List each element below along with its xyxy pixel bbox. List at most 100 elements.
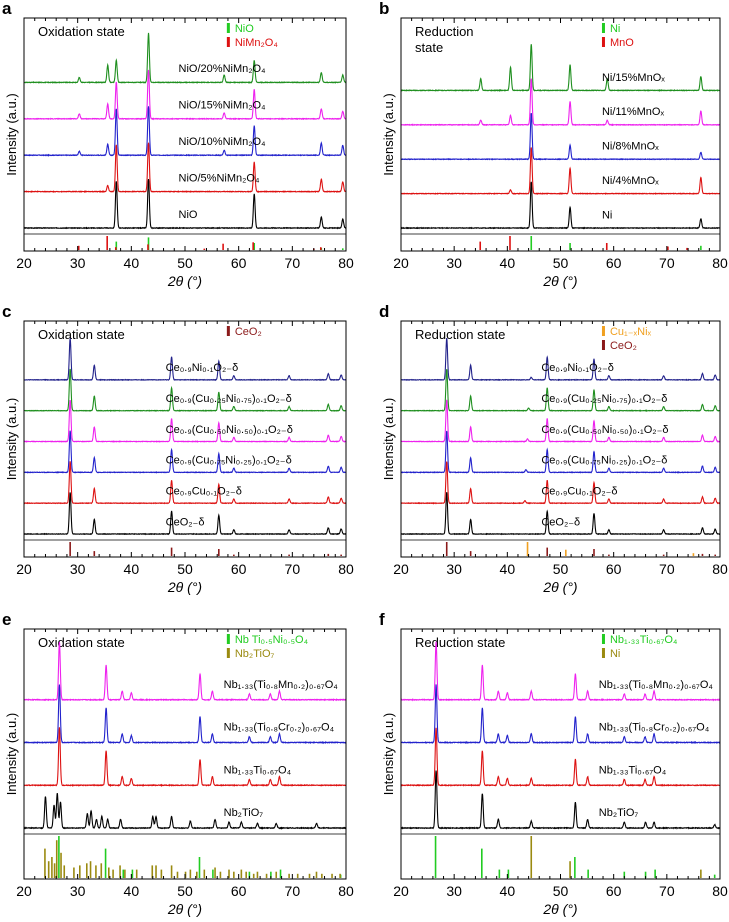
series-label: Ni/15%MnOₓ <box>602 72 665 84</box>
series-line <box>23 492 347 536</box>
x-tick-label: 40 <box>124 883 140 899</box>
x-tick-label: 40 <box>124 561 140 577</box>
x-tick-label: 50 <box>177 255 193 271</box>
legend-swatch <box>601 340 605 350</box>
x-tick-label: 40 <box>124 255 140 271</box>
series-line <box>400 461 721 505</box>
chart-title: Reduction <box>415 24 474 39</box>
series-line <box>400 770 721 830</box>
series-line <box>400 147 721 195</box>
series-label: NiO/5%NiMn₂O₄ <box>179 172 260 184</box>
panel-label: d <box>379 302 389 321</box>
legend-swatch <box>226 648 230 658</box>
x-axis-label: 2θ (°) <box>167 579 202 595</box>
series-label: NiO/20%NiMn₂O₄ <box>179 63 267 75</box>
series-line <box>23 430 347 474</box>
x-tick-label: 60 <box>606 561 622 577</box>
series-label: CeO₂₋δ <box>166 516 205 528</box>
x-tick-label: 80 <box>712 883 728 899</box>
x-tick-label: 30 <box>70 255 86 271</box>
panel-label: e <box>2 610 11 629</box>
series-line <box>400 44 721 92</box>
x-tick-label: 30 <box>446 255 462 271</box>
legend-swatch <box>226 37 230 47</box>
series-line <box>400 112 721 161</box>
series-line <box>400 492 721 536</box>
legend-swatch <box>601 326 605 336</box>
panel-c: c Oxidation state CeO₂ CeO₂₋δ Ce₀.₉Cu₀.₁O₂₋δ… <box>2 302 354 595</box>
series-line <box>23 69 347 121</box>
legend-entry: NiMn₂O₄ <box>235 37 278 49</box>
x-tick-label: 70 <box>285 255 301 271</box>
x-axis-label: 2θ (°) <box>167 273 202 289</box>
series-line <box>23 368 347 412</box>
series-label: Ce₀.₉Cu₀.₁O₂₋δ <box>541 486 617 498</box>
y-axis-label: Intensity (a.u.) <box>4 713 19 795</box>
legend-entry: Cu₁₋ₓNiₓ <box>610 326 652 338</box>
panel-d: d Reduction state Cu₁₋ₓNiₓ CeO₂ CeO₂₋δ Ce₀.₉C… <box>379 302 728 595</box>
series-line <box>23 178 347 230</box>
series-label: Ni/8%MnOₓ <box>602 141 659 153</box>
x-tick-label: 20 <box>16 561 32 577</box>
x-tick-label: 20 <box>16 883 32 899</box>
series-label: Nb₁.₃₃(Ti₀.₈Cr₀.₂)₀.₆₇O₄ <box>224 722 335 734</box>
series-label: NiO/15%NiMn₂O₄ <box>179 100 267 112</box>
x-tick-label: 20 <box>393 255 409 271</box>
x-tick-label: 80 <box>712 255 728 271</box>
series-line <box>23 641 347 702</box>
series-line <box>23 142 347 194</box>
panel-label: f <box>379 610 385 629</box>
series-label: NiO/10%NiMn₂O₄ <box>179 136 267 148</box>
legend-swatch <box>601 37 605 47</box>
x-axis-label: 2θ (°) <box>542 579 577 595</box>
series-line <box>400 684 721 745</box>
series-line <box>400 399 721 443</box>
panel-f: f Reduction state Nb₁.₃₃Ti₀.₆₇O₄ Ni Nb₂TiO₇ N… <box>379 610 728 917</box>
series-label: Nb₁.₃₃Ti₀.₆₇O₄ <box>599 764 667 776</box>
series-label: Ce₀.₉Cu₀.₁O₂₋δ <box>166 486 242 498</box>
x-tick-label: 30 <box>70 561 86 577</box>
series-label: Ce₀.₉Ni₀.₁O₂₋δ <box>541 362 614 374</box>
series-label: NiO <box>179 209 198 221</box>
series-label: Ce₀.₉(Cu₀.₂₅Ni₀.₇₅)₀.₁O₂₋δ <box>166 393 292 405</box>
legend-swatch <box>226 326 230 336</box>
x-tick-label: 30 <box>446 561 462 577</box>
legend-swatch <box>226 23 230 33</box>
panel-label: a <box>2 0 12 18</box>
x-tick-label: 80 <box>712 561 728 577</box>
series-line <box>400 78 721 127</box>
series-label: Ce₀.₉Ni₀.₁O₂₋δ <box>166 362 239 374</box>
x-tick-label: 20 <box>16 255 32 271</box>
series-label: Nb₁.₃₃Ti₀.₆₇O₄ <box>224 764 292 776</box>
x-tick-label: 20 <box>393 883 409 899</box>
x-tick-label: 50 <box>553 883 569 899</box>
legend-entry: MnO <box>610 37 634 49</box>
series-label: Nb₂TiO₇ <box>599 807 639 819</box>
legend-entry: Ni <box>610 23 620 35</box>
series-line <box>400 430 721 474</box>
x-tick-label: 80 <box>338 883 354 899</box>
x-tick-label: 70 <box>659 883 675 899</box>
x-tick-label: 80 <box>338 255 354 271</box>
series-label: Nb₂TiO₇ <box>224 807 264 819</box>
y-axis-label: Intensity (a.u.) <box>4 93 19 175</box>
panel-label: c <box>2 302 11 321</box>
chart-title: Reduction state <box>415 635 505 650</box>
legend-swatch <box>226 634 230 644</box>
series-label: Ni/11%MnOₓ <box>602 106 664 118</box>
x-tick-label: 40 <box>500 883 516 899</box>
legend-entry: Nb₂TiO₇ <box>235 648 275 660</box>
x-tick-label: 30 <box>70 883 86 899</box>
x-tick-label: 80 <box>338 561 354 577</box>
x-tick-label: 60 <box>231 561 247 577</box>
legend-swatch <box>601 634 605 644</box>
series-line <box>400 338 721 382</box>
x-tick-label: 70 <box>659 255 675 271</box>
x-tick-label: 30 <box>446 883 462 899</box>
series-label: Ce₀.₉(Cu₀.₅₀Ni₀.₅₀)₀.₁O₂₋δ <box>166 424 293 436</box>
x-axis-label: 2θ (°) <box>542 901 577 917</box>
chart-title: Reduction state <box>415 327 505 342</box>
series-label: Ni <box>602 209 612 221</box>
x-tick-label: 70 <box>285 883 301 899</box>
series-line <box>23 399 347 443</box>
